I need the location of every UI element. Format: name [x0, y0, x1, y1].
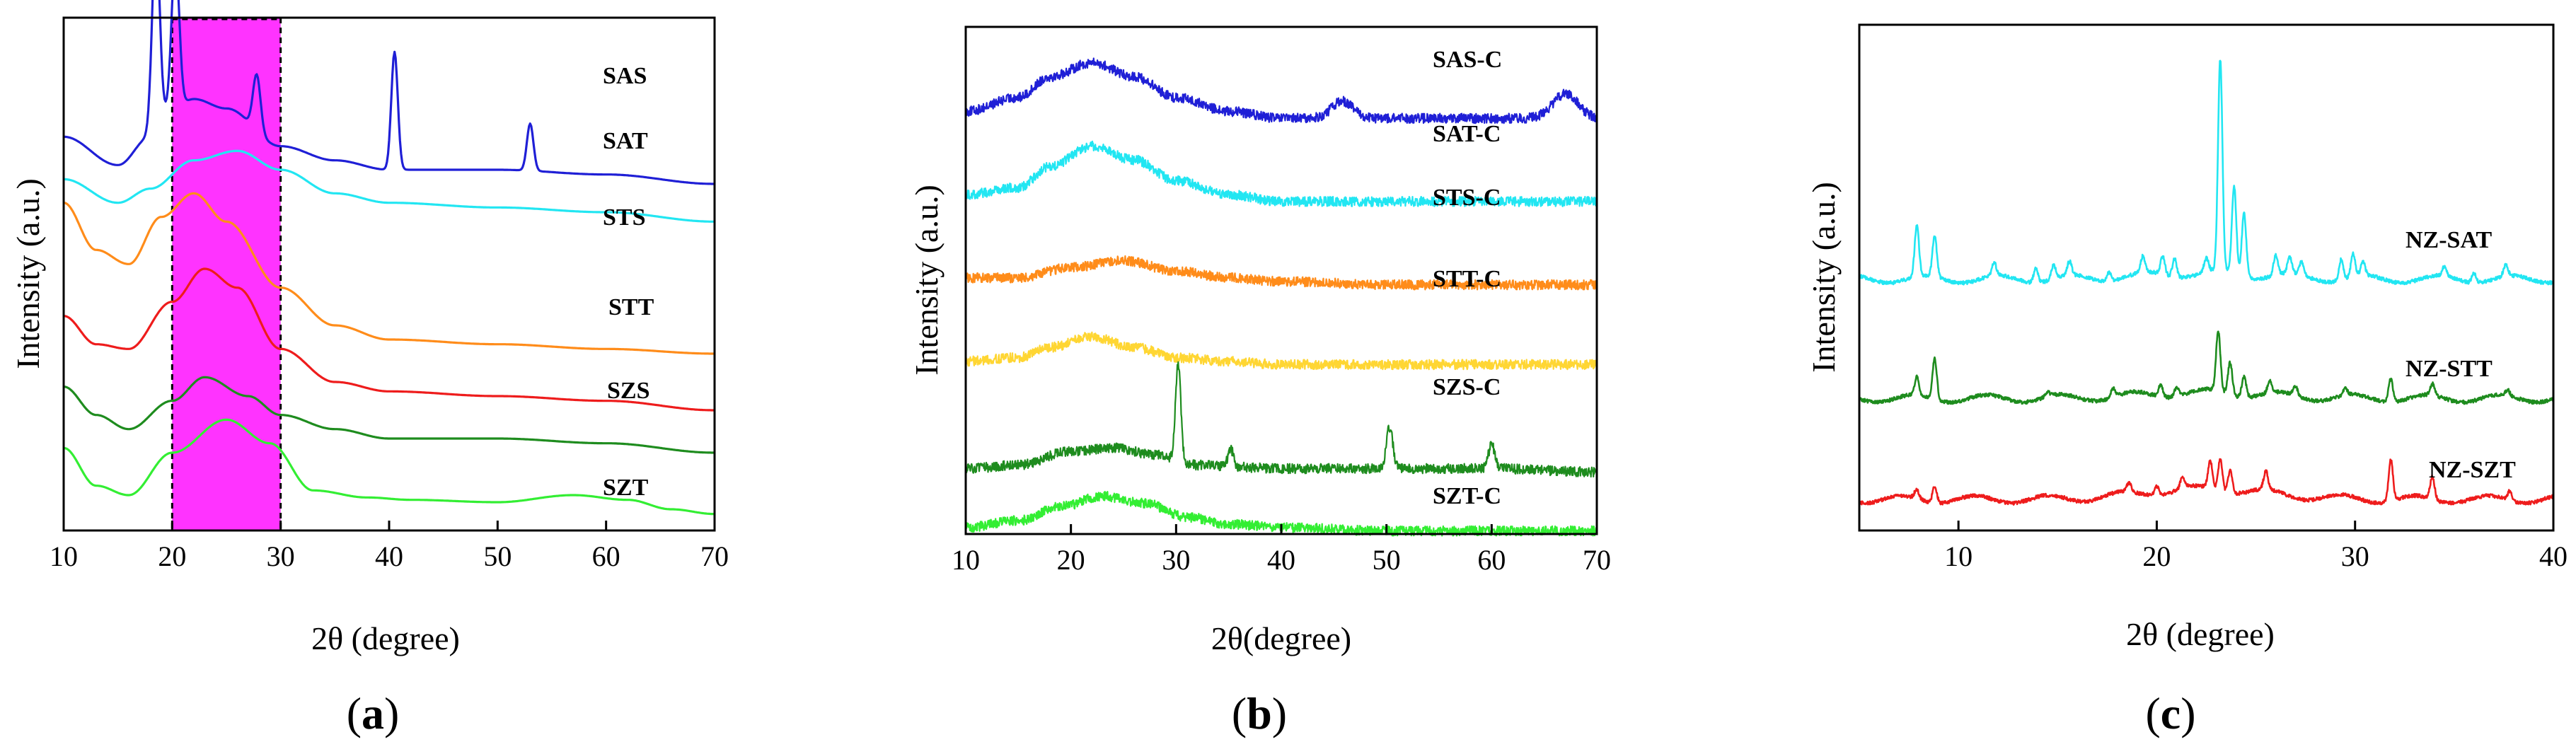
panel-a-y-axis-title: Intensity (a.u.) — [10, 178, 46, 369]
x-tick-label-20: 20 — [2142, 540, 2171, 572]
panel-a-series-label-stt: STT — [608, 294, 654, 320]
x-tick-label-30: 30 — [267, 540, 295, 572]
panel-b-series-label-sat-c: SAT-C — [1433, 121, 1501, 147]
series-line-sat — [63, 149, 715, 223]
x-tick-label-40: 40 — [1267, 544, 1295, 576]
series-line-szt — [63, 418, 715, 516]
panel-a-series — [63, 0, 715, 516]
panel-a-plot-frame — [62, 16, 716, 532]
panel-a: 10 20 30 40 50 60 70 2θ (degree) Intensity (a.… — [10, 0, 729, 738]
series-line-stt-c — [964, 331, 1598, 371]
panel-b-series-label-sts-c: STS-C — [1433, 185, 1501, 211]
panel-c-series-label-nz-szt: NZ-SZT — [2429, 457, 2516, 483]
panel-b-label: (b) — [1232, 688, 1287, 738]
panel-c-label: (c) — [2145, 688, 2195, 738]
panel-b-series-label-szt-c: SZT-C — [1433, 483, 1501, 509]
panel-b-series-label-sas-c: SAS-C — [1433, 47, 1502, 73]
panel-b-y-axis-title: Intensity (a.u.) — [908, 185, 945, 376]
series-line-szs — [63, 376, 715, 454]
panel-c-letter: c — [2161, 688, 2181, 738]
panel-b: 10 20 30 40 50 60 70 2θ(degree) Intensity (a.u… — [908, 25, 1611, 738]
x-tick-label-20: 20 — [1057, 544, 1085, 576]
panel-b-letter: b — [1247, 688, 1272, 738]
panel-a-series-label-sts: STS — [603, 204, 646, 231]
panel-a-x-ticks: 10 20 30 40 50 60 70 — [50, 521, 729, 572]
series-line-sts — [63, 192, 715, 355]
series-line-sts-c — [964, 255, 1598, 291]
panel-a-series-label-szt: SZT — [603, 475, 649, 501]
x-tick-label-30: 30 — [1162, 544, 1190, 576]
panel-c-series-label-nz-sat: NZ-SAT — [2405, 227, 2492, 253]
x-tick-label-70: 70 — [700, 540, 729, 572]
panel-b-x-ticks: 10 20 30 40 50 60 70 — [952, 524, 1611, 576]
panel-c-x-axis-title: 2θ (degree) — [2126, 616, 2275, 652]
series-line-stt — [63, 267, 715, 412]
x-tick-label-70: 70 — [1583, 544, 1611, 576]
x-tick-label-10: 10 — [1944, 540, 1973, 572]
panel-a-series-label-szs: SZS — [607, 378, 650, 404]
series-line-nz-szt — [1858, 458, 2554, 506]
x-tick-label-20: 20 — [158, 540, 186, 572]
x-tick-label-40: 40 — [2539, 540, 2568, 572]
series-line-nz-stt — [1858, 330, 2555, 405]
panel-c-x-ticks: 10 20 30 40 — [1944, 521, 2568, 572]
panel-c-series-label-nz-stt: NZ-STT — [2405, 356, 2493, 382]
series-line-sat-c — [965, 140, 1598, 207]
panel-a-series-label-sat: SAT — [603, 128, 648, 154]
panel-a-series-label-sas: SAS — [603, 63, 647, 89]
panel-b-series-label-stt-c: STT-C — [1433, 266, 1501, 292]
x-tick-label-50: 50 — [483, 540, 512, 572]
panel-c-series — [1858, 59, 2555, 506]
panel-b-series-label-szs-c: SZS-C — [1433, 374, 1501, 400]
x-tick-label-40: 40 — [375, 540, 403, 572]
panel-c: 10 20 30 40 2θ (degree) Intensity (a.u.) (c… — [1806, 23, 2568, 738]
x-tick-label-60: 60 — [1477, 544, 1506, 576]
panel-a-label: (a) — [347, 688, 400, 738]
x-tick-label-50: 50 — [1373, 544, 1401, 576]
panel-b-series — [964, 57, 1598, 537]
x-tick-label-10: 10 — [952, 544, 980, 576]
series-line-sas — [63, 0, 715, 185]
series-line-nz-sat — [1859, 59, 2555, 286]
series-line-sas-c — [964, 57, 1598, 124]
panel-a-letter: a — [362, 688, 384, 738]
panel-b-x-axis-title: 2θ(degree) — [1211, 620, 1351, 656]
x-tick-label-30: 30 — [2341, 540, 2369, 572]
x-tick-label-10: 10 — [50, 540, 78, 572]
panel-c-y-axis-title: Intensity (a.u.) — [1806, 182, 1842, 373]
x-tick-label-60: 60 — [592, 540, 620, 572]
panel-a-x-axis-title: 2θ (degree) — [311, 620, 460, 656]
panel-c-plot-frame — [1858, 23, 2555, 532]
series-line-szs-c — [965, 361, 1598, 478]
